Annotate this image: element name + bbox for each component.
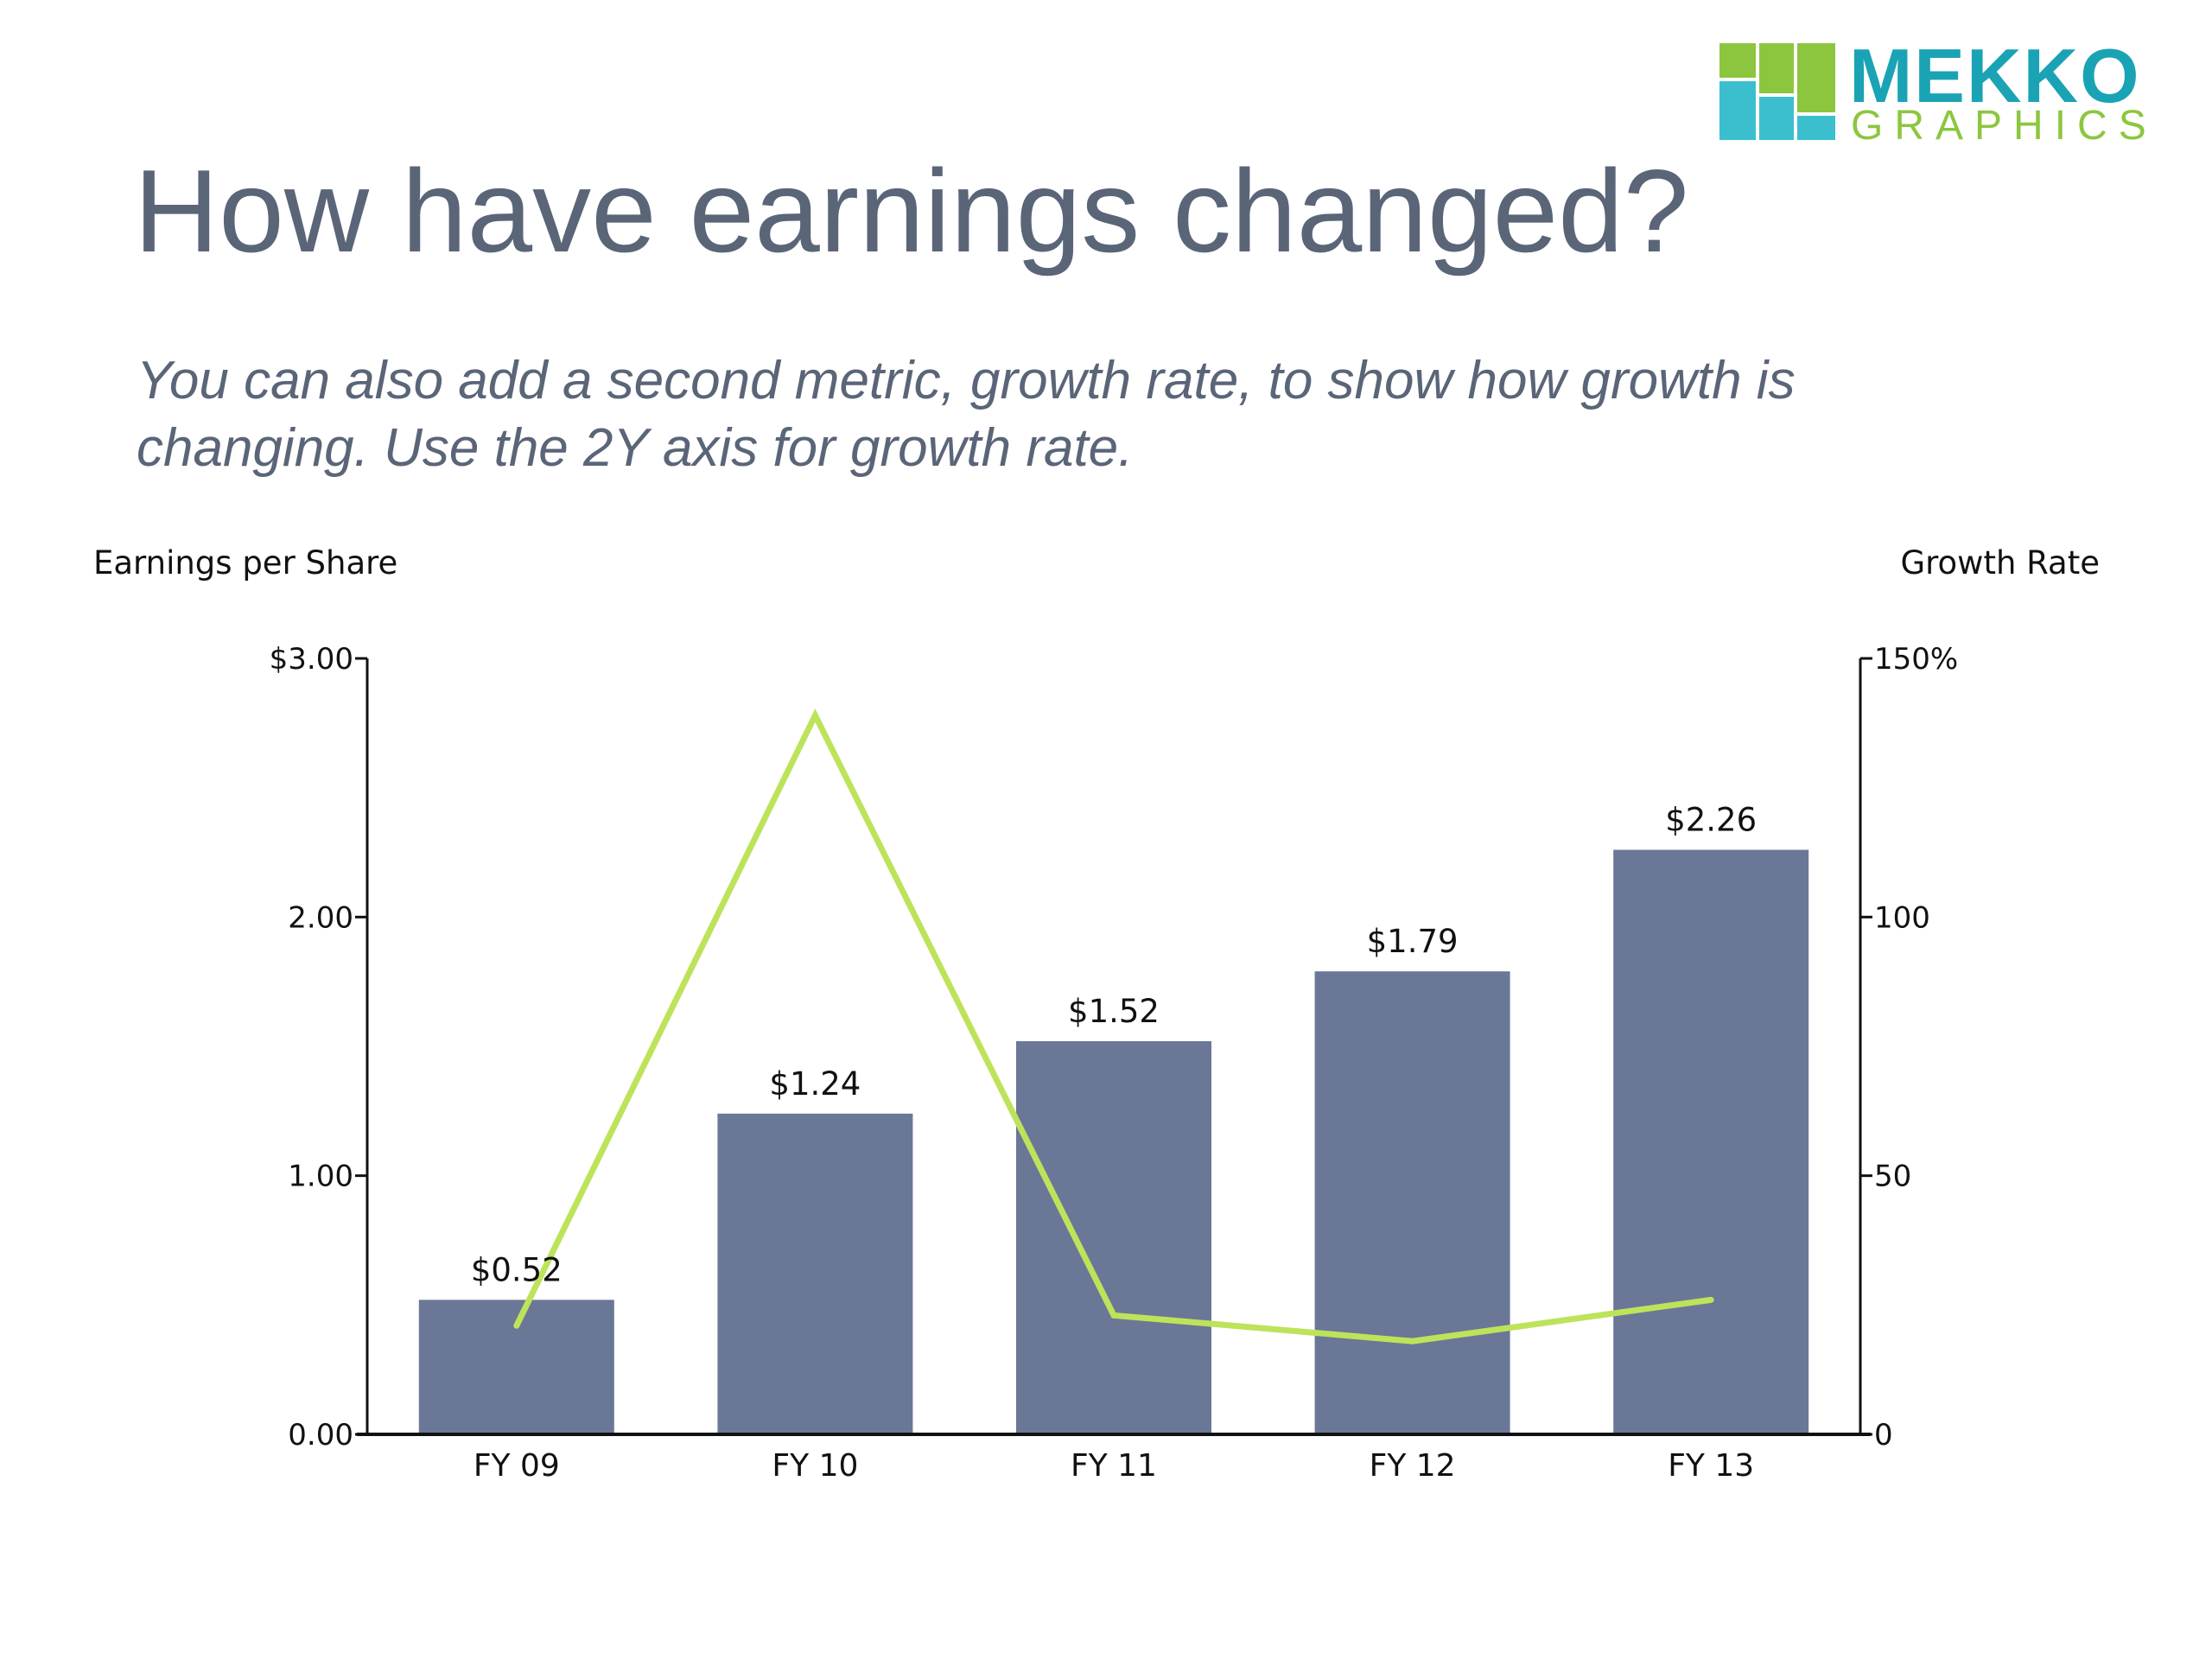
y2-tick-label: 150% — [1874, 642, 1958, 677]
x-tick-label: FY 09 — [474, 1448, 560, 1484]
y2-axis-title: Growth Rate — [1900, 544, 2100, 582]
page-subtitle: You can also add a second metric, growth… — [137, 351, 1796, 478]
x-tick-label: FY 10 — [772, 1448, 858, 1484]
bar-value-label: $1.79 — [1367, 923, 1459, 960]
y2-tick-label: 0 — [1874, 1418, 1893, 1452]
bar-value-label: $2.26 — [1665, 802, 1757, 839]
bar-value-label: $1.24 — [769, 1065, 861, 1103]
y-tick-label: 2.00 — [288, 900, 353, 935]
mekko-graphics-logo: MEKKO GRAPHICS — [1719, 38, 2186, 149]
growth-rate-point — [1409, 1338, 1416, 1344]
x-tick-label: FY 11 — [1071, 1448, 1157, 1484]
y2-tick-label: 100 — [1874, 900, 1930, 935]
x-tick-label: FY 12 — [1370, 1448, 1456, 1484]
growth-rate-point — [1110, 1312, 1117, 1319]
y-tick-label: $3.00 — [270, 642, 353, 677]
growth-rate-point — [513, 1322, 520, 1329]
logo-mark-icon — [1719, 43, 1835, 140]
y-axis-title: Earnings per Share — [93, 544, 398, 582]
bar-5 — [1613, 849, 1809, 1434]
y2-tick-label: 50 — [1874, 1160, 1911, 1194]
growth-rate-point — [1707, 1296, 1714, 1303]
growth-rate-point — [811, 712, 818, 719]
logo-word-graphics: GRAPHICS — [1851, 103, 2158, 149]
logo-word-mekko: MEKKO — [1849, 33, 2141, 118]
y-tick-label: 0.00 — [288, 1418, 353, 1452]
bar-value-label: $0.52 — [471, 1251, 563, 1288]
bar-2 — [717, 1113, 913, 1434]
bar-3 — [1016, 1041, 1211, 1434]
bar-value-label: $1.52 — [1068, 993, 1160, 1030]
bar-4 — [1314, 971, 1510, 1434]
page-title: How have earnings changed? — [134, 145, 1689, 276]
y-tick-label: 1.00 — [288, 1160, 353, 1194]
x-tick-label: FY 13 — [1668, 1448, 1754, 1484]
